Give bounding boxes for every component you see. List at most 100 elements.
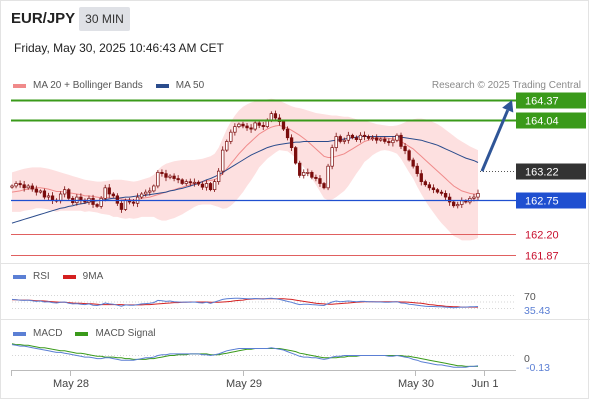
pivot-tag (516, 192, 586, 209)
time-axis-label: May 29 (226, 378, 262, 390)
candle-body (427, 184, 432, 189)
macd-swatch (13, 331, 26, 336)
candle-body (370, 137, 375, 140)
candle-body (342, 139, 346, 142)
ma50-swatch (155, 83, 169, 88)
candle-body (58, 193, 63, 202)
candle-body (338, 136, 342, 142)
candle-body (281, 121, 286, 130)
candle-body (322, 183, 326, 189)
candle-body (67, 189, 71, 199)
candle-body (379, 138, 383, 141)
candle-body (443, 193, 448, 198)
time-axis-label: May 30 (398, 378, 434, 390)
candle-body (184, 181, 188, 184)
candle-body (46, 195, 51, 198)
candle-body (476, 193, 480, 198)
candle-body (419, 173, 423, 182)
candle-body (403, 146, 407, 152)
support-label: 161.87 (525, 251, 559, 263)
candle-body (237, 123, 241, 127)
candle-body (472, 196, 476, 199)
forecast-arrow-head (502, 100, 514, 113)
rsi-legend-label: RSI (33, 271, 50, 282)
candle-body (375, 137, 379, 141)
candle-body (423, 181, 427, 186)
candle-body (358, 134, 363, 140)
candle-body (26, 185, 30, 189)
candle-body (447, 196, 452, 203)
candle-body (38, 190, 43, 193)
rsi-line (11, 297, 479, 309)
candle-body (148, 190, 152, 193)
candle-body (164, 173, 168, 178)
time-axis-label: May 28 (53, 378, 89, 390)
candle-body (456, 204, 460, 207)
candle-body (160, 172, 164, 174)
candle-body (111, 193, 115, 197)
candle-body (63, 189, 67, 195)
candle-body (289, 137, 294, 148)
candle-body (362, 134, 367, 137)
candle-body (306, 172, 310, 174)
candle-body (152, 185, 156, 192)
candle-body (431, 187, 436, 191)
candle-body (168, 175, 172, 178)
candle-body (257, 122, 261, 126)
candle-body (346, 134, 350, 141)
macd-signal-legend-label: MACD Signal (95, 328, 156, 339)
rsi-swatch (13, 274, 26, 279)
candle-body (415, 165, 419, 174)
candle-body (131, 201, 136, 204)
candle-body (107, 187, 111, 195)
candle-body (314, 176, 318, 179)
rsi-current-label: 35.43 (524, 305, 550, 317)
candle-body (140, 193, 144, 198)
candle-body (330, 147, 334, 167)
candle-body (200, 183, 205, 188)
candle-body (326, 165, 330, 189)
support-label: 162.20 (525, 230, 559, 242)
candle-body (233, 126, 237, 133)
candle-body (241, 123, 245, 127)
candle-body (212, 181, 217, 191)
datetime-label: Friday, May 30, 2025 10:46:43 AM CET (14, 41, 224, 55)
pivot-label: 162.75 (525, 196, 559, 208)
forecast-arrow-shaft (480, 109, 510, 172)
candle-body (22, 184, 26, 189)
candle-body (407, 150, 411, 161)
resistance-tag (516, 92, 586, 109)
ma20-swatch (13, 83, 26, 88)
ma20-legend-label: MA 20 + Bollinger Bands (33, 80, 143, 91)
candle-body (115, 195, 120, 204)
candle-body (452, 201, 456, 207)
rsi-ma9-line (12, 298, 478, 308)
current-price-tag (516, 163, 586, 180)
candle-body (354, 137, 359, 140)
candle-body (180, 179, 184, 184)
time-axis-label: Jun 1 (472, 378, 499, 390)
candle-body (350, 134, 355, 139)
candle-body (261, 125, 265, 127)
timeframe-button[interactable]: 30 MIN (79, 7, 130, 31)
candle-body (119, 202, 124, 210)
candle-body (18, 183, 22, 186)
candle-body (399, 134, 403, 147)
candle-body (229, 131, 233, 142)
candle-body (245, 125, 249, 129)
macd-legend-label: MACD (33, 328, 63, 339)
resistance-tag (516, 112, 586, 129)
candle-body (91, 197, 95, 205)
candle-body (95, 204, 99, 207)
resistance-label: 164.04 (525, 116, 559, 128)
candle-body (50, 195, 55, 201)
candle-body (225, 141, 229, 151)
candle-body (192, 181, 196, 184)
candle-body (217, 170, 221, 182)
candle-body (79, 196, 83, 201)
candle-body (395, 134, 399, 141)
candle-body (460, 200, 464, 205)
candle-body (318, 178, 322, 184)
